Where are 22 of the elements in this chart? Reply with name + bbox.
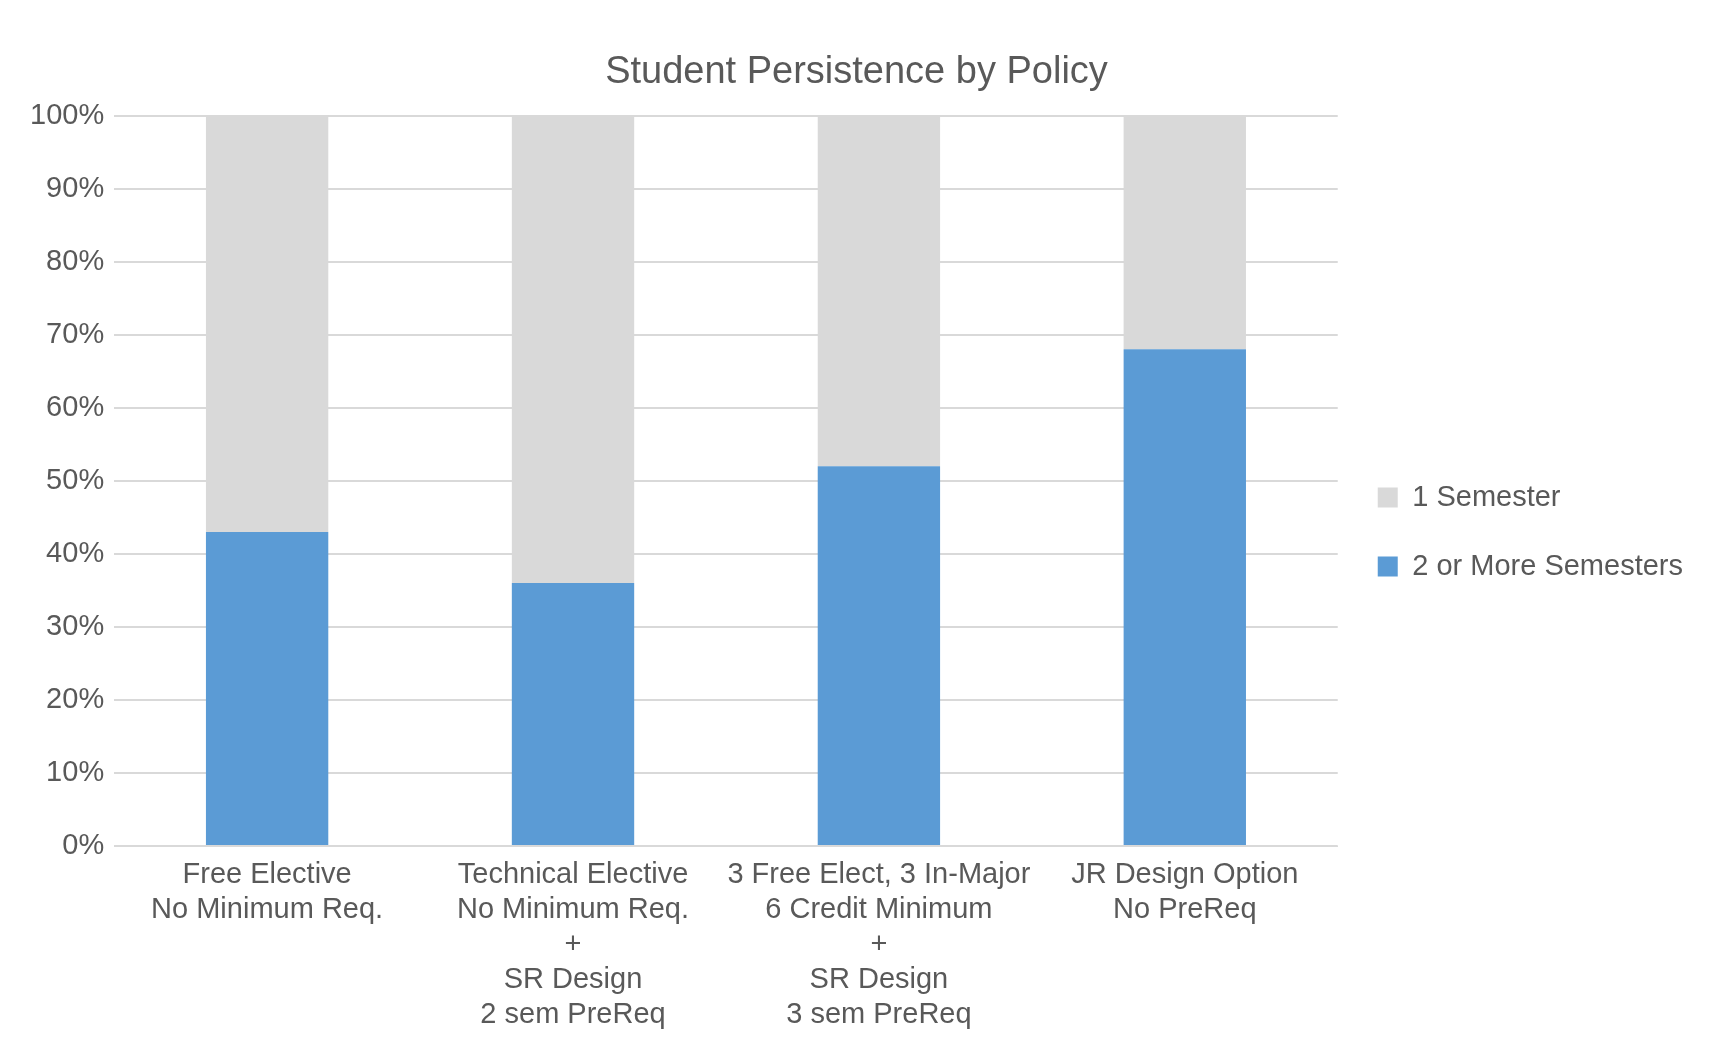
y-tick-label: 80% [46,243,105,276]
bar [1123,349,1246,845]
bar [511,583,635,845]
bar [817,466,941,845]
x-tick-label: JR Design Option No PreReq [1071,857,1299,925]
y-tick-label: 20% [46,681,105,714]
y-tick-label: 100% [30,97,105,130]
x-tick-label: Free Elective No Minimum Req. [151,857,384,925]
x-tick-label: 3 Free Elect, 3 In-Major 6 Credit Minimum + SR Design 3 sem PreReq [727,857,1031,1029]
y-tick-label: 60% [46,389,105,422]
y-tick-label: 30% [46,608,105,641]
y-tick-label: 40% [46,535,105,568]
y-tick-label: 90% [46,170,105,203]
legend-label: 2 or More Semesters [1412,548,1684,581]
y-tick-label: 0% [62,828,105,860]
bar [205,531,329,845]
legend-label: 1 Semester [1412,479,1561,512]
x-tick-label: Technical Elective No Minimum Req. + SR Design 2 sem PreReq [456,857,690,1029]
y-tick-label: 50% [46,462,105,495]
y-tick-label: 70% [46,316,105,349]
y-tick-label: 10% [46,754,105,787]
chart-title: Student Persistence by Policy [605,49,1108,92]
